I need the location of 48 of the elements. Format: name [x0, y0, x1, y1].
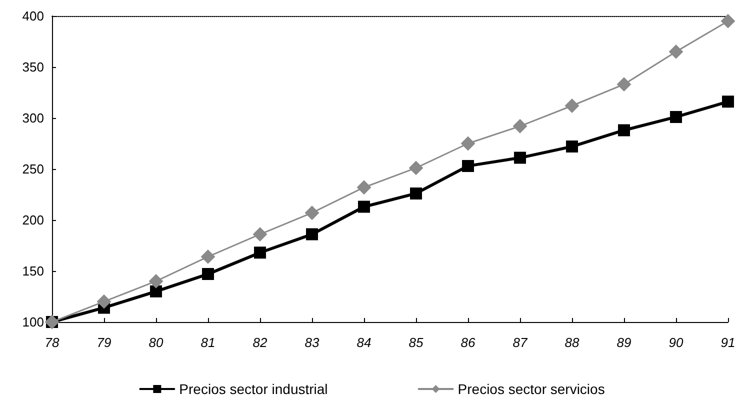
y-tick-label: 250 [22, 162, 44, 176]
x-tick-label: 89 [616, 335, 632, 350]
y-tick-label: 400 [22, 8, 44, 24]
x-tick-label: 88 [564, 335, 580, 350]
point [410, 187, 422, 200]
point [150, 285, 162, 298]
point [513, 119, 527, 134]
legend-label: Precios sector industrial [179, 381, 328, 397]
x-tick-label: 91 [720, 335, 736, 350]
point [722, 96, 734, 108]
point [357, 180, 371, 194]
point [201, 250, 215, 264]
point [305, 206, 319, 220]
x-tick-label: 85 [408, 335, 424, 350]
x-tick-label: 83 [304, 335, 320, 350]
point [97, 294, 111, 309]
x-tick-label: 82 [252, 335, 268, 350]
point [254, 246, 266, 259]
x-tick-label: 86 [460, 335, 476, 350]
point [461, 136, 475, 150]
point [565, 98, 579, 113]
y-tick-label: 350 [22, 60, 44, 74]
x-tick-label: 78 [44, 335, 60, 350]
y-tick-label: 300 [22, 110, 44, 126]
point [202, 268, 214, 280]
point [669, 44, 683, 59]
point [358, 200, 370, 213]
point [721, 14, 735, 28]
point [566, 140, 578, 153]
x-tick-label: 84 [356, 335, 372, 350]
point [617, 77, 631, 92]
point [253, 227, 267, 242]
y-tick-label: 150 [22, 264, 44, 278]
point [670, 110, 682, 123]
point [514, 152, 526, 164]
y-tick-label: 200 [22, 212, 44, 228]
legend-label: Precios sector servicios [458, 381, 605, 397]
point [306, 228, 318, 240]
point [149, 274, 163, 288]
x-tick-label: 81 [200, 335, 216, 350]
y-tick-label: 100 [22, 314, 44, 330]
x-tick-label: 87 [512, 335, 528, 350]
point [618, 124, 630, 136]
x-tick-label: 80 [148, 335, 164, 350]
point [462, 160, 474, 172]
x-tick-label: 90 [668, 335, 684, 350]
x-tick-label: 79 [96, 335, 112, 350]
point [409, 160, 423, 175]
